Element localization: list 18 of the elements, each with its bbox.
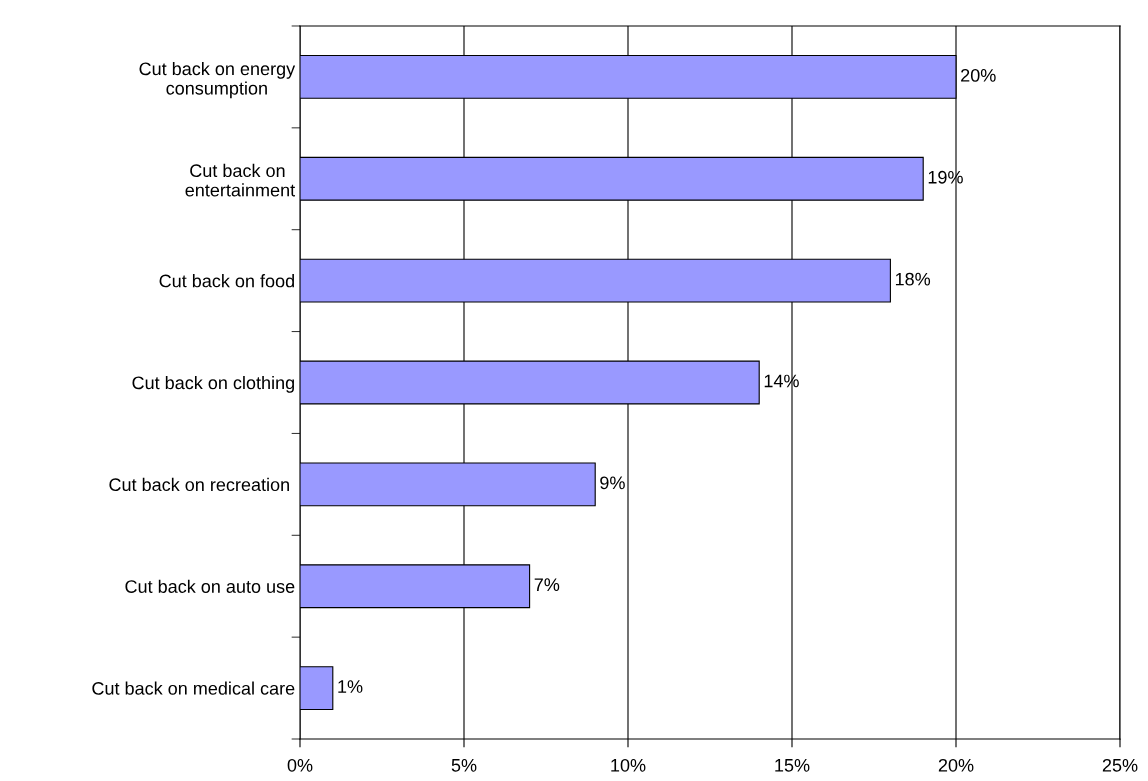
x-tick-label: 25% <box>1102 758 1138 772</box>
x-tick-label: 5% <box>451 759 477 772</box>
data-label: 18% <box>895 272 931 286</box>
data-label: 7% <box>534 578 560 591</box>
y-tick-label: Cut back on auto use <box>125 579 295 593</box>
x-tick-label: 10% <box>611 758 646 772</box>
y-tick-label: Cut back on energy consumption <box>139 61 296 99</box>
x-tick-label: 0% <box>287 758 313 772</box>
x-tick-label: 15% <box>775 759 810 772</box>
y-tick-label: Cut back on clothing <box>132 375 294 393</box>
y-tick-label: Cut back on recreation <box>109 477 289 492</box>
data-label: 20% <box>961 68 996 82</box>
y-tick-label: Cut back on medical care <box>92 681 295 695</box>
x-tick-label: 20% <box>938 758 974 772</box>
y-tick-label: Cut back on food <box>159 274 294 288</box>
y-tick-label: Cut back on entertainment <box>185 163 296 197</box>
data-label: 9% <box>600 476 625 490</box>
data-label: 1% <box>338 680 363 693</box>
